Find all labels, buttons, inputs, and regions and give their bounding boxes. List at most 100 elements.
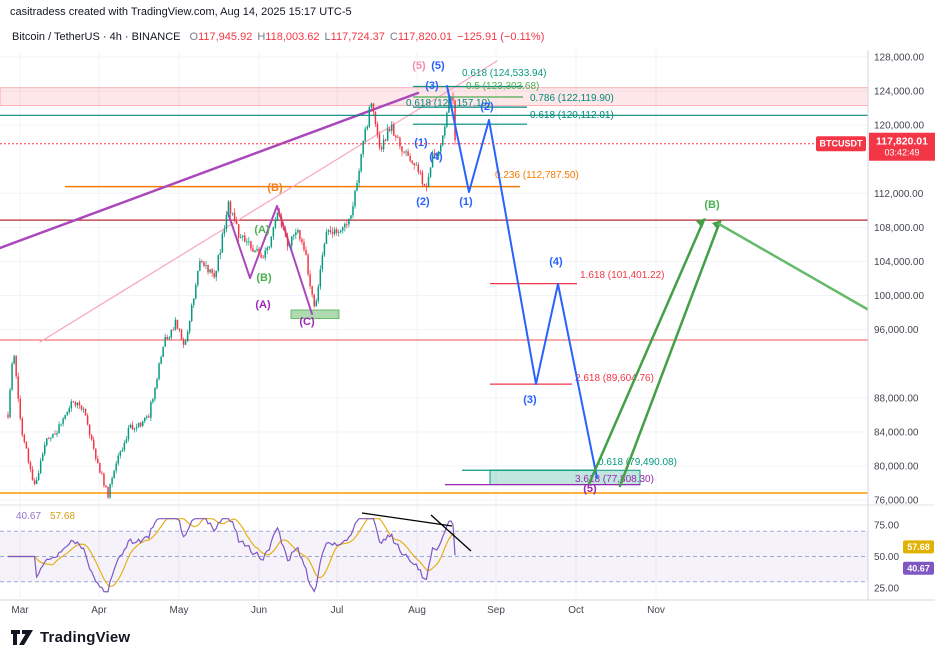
candle-body <box>248 241 250 243</box>
attribution-text: casitradess created with TradingView.com… <box>10 6 352 18</box>
footer-brand-link[interactable]: TradingView <box>10 629 130 646</box>
candle-body <box>250 241 252 249</box>
candle-body <box>417 164 420 173</box>
candle-body <box>105 485 107 487</box>
bearish-impulse-projection <box>446 85 598 479</box>
candle-body <box>164 337 166 347</box>
candle-body <box>178 328 181 330</box>
candle-body <box>282 226 285 230</box>
candle-body <box>374 111 377 125</box>
candle-body <box>329 230 332 232</box>
candle-body <box>72 401 75 403</box>
time-axis[interactable] <box>0 601 935 621</box>
candle-body <box>407 151 409 156</box>
elliott-wave-label: (C) <box>299 316 315 328</box>
close-label: C <box>389 31 398 43</box>
candle-body <box>125 439 128 443</box>
candle-body <box>64 415 66 419</box>
candle-body <box>419 172 422 173</box>
arrowhead-icon <box>712 220 722 230</box>
elliott-wave-label: (B) <box>704 199 720 211</box>
candle-body <box>321 255 324 270</box>
candle-body <box>293 235 295 237</box>
candle-body <box>15 356 17 377</box>
candle-body <box>23 434 26 443</box>
candle-body <box>217 255 220 271</box>
candle-body <box>121 450 124 452</box>
candle-body <box>31 469 34 481</box>
close-value: 117,820.01 <box>397 31 453 43</box>
candle-body <box>86 415 89 425</box>
candle-body <box>195 284 197 299</box>
candle-body <box>323 243 326 256</box>
rsi-value-badge-text: 40.67 <box>907 563 930 573</box>
fib-level-label: 2.618 (89,604.76) <box>575 373 654 384</box>
candle-body <box>352 206 354 216</box>
candle-body <box>262 257 264 259</box>
candle-body <box>450 96 452 99</box>
elliott-wave-label: (5) <box>431 60 445 72</box>
candle-body <box>391 124 393 131</box>
candle-body <box>48 438 50 440</box>
candle-body <box>350 215 352 219</box>
candle-body <box>264 250 266 258</box>
symbol-title[interactable]: Bitcoin / TetherUS · 4h · BINANCE <box>12 31 181 43</box>
candle-body <box>225 214 228 230</box>
candle-body <box>190 305 193 322</box>
candle-body <box>425 185 428 188</box>
candle-body <box>244 235 246 242</box>
symbol-badge-text: BTCUSDT <box>820 139 863 149</box>
candle-body <box>380 147 383 150</box>
candle-body <box>444 126 446 136</box>
candle-body <box>50 437 52 439</box>
candle-body <box>272 227 275 237</box>
candle-body <box>21 418 24 435</box>
candle-body <box>80 405 83 410</box>
candle-body <box>364 128 366 141</box>
rsi-value-badge-text: 57.68 <box>907 542 930 552</box>
candle-body <box>376 124 379 135</box>
candle-body <box>409 155 411 161</box>
candle-body <box>348 218 350 225</box>
elliott-wave-label: (1) <box>459 196 473 208</box>
candle-body <box>201 261 203 263</box>
candle-body <box>182 339 185 345</box>
candle-body <box>280 216 283 227</box>
fib-level-label: 3.618 (77,808.30) <box>575 474 654 485</box>
correction-zigzag-3 <box>276 205 313 315</box>
recovery-projection-b <box>618 222 721 488</box>
candle-body <box>162 346 164 357</box>
candle-body <box>448 98 450 113</box>
candle-body <box>388 128 391 131</box>
correction-zigzag-2 <box>249 205 278 279</box>
fib-level-label: 0.618 (121,157.19) <box>406 98 491 109</box>
price-axis[interactable] <box>869 50 935 600</box>
rsi-trendline-break <box>361 512 453 527</box>
price-axis-label: 76,000.00 <box>874 496 919 507</box>
candle-body <box>141 421 144 426</box>
chart-canvas[interactable]: 0.618 (124,533.94) 0.5 (123,303.68)0.786 … <box>0 0 935 622</box>
candle-body <box>103 473 105 486</box>
candle-body <box>97 458 99 464</box>
candle-body <box>278 212 281 217</box>
candle-body <box>246 241 248 243</box>
fib-level-label: 0.618 (79,490.08) <box>598 457 677 468</box>
price-axis-label: 84,000.00 <box>874 427 919 438</box>
major-ascending-trendline <box>0 91 420 250</box>
candle-body <box>297 230 299 233</box>
candle-body <box>221 233 224 253</box>
candle-body <box>354 190 356 207</box>
time-axis-label: Apr <box>91 605 107 616</box>
candle-body <box>435 154 438 156</box>
candle-body <box>52 433 54 438</box>
candle-body <box>370 103 373 108</box>
candle-body <box>237 224 240 238</box>
rsi-current-value: 57.68 <box>50 511 75 522</box>
candle-body <box>439 145 442 152</box>
candle-body <box>346 224 348 225</box>
high-value: 118,003.62 <box>265 31 320 43</box>
candle-body <box>113 470 115 479</box>
candle-body <box>168 337 171 340</box>
candle-body <box>344 224 346 228</box>
correction-zigzag-1 <box>227 212 251 279</box>
